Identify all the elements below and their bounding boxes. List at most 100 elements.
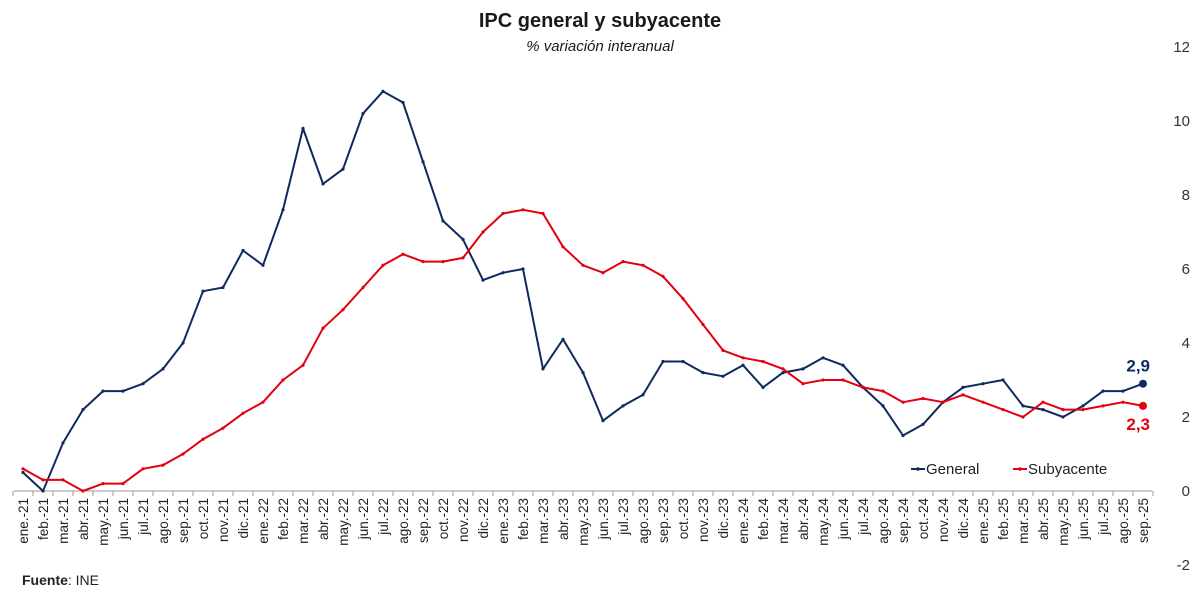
data-point bbox=[541, 211, 545, 216]
data-point bbox=[281, 378, 285, 382]
data-point bbox=[401, 100, 405, 105]
data-point bbox=[581, 263, 585, 267]
data-point bbox=[821, 378, 825, 382]
x-tick-label: nov.-21 bbox=[216, 498, 231, 542]
x-tick-label: jun.-21 bbox=[116, 498, 131, 540]
series-line-general bbox=[22, 90, 1144, 492]
x-tick-label: jul.-21 bbox=[136, 498, 151, 536]
x-tick-label: feb.-22 bbox=[276, 498, 291, 540]
data-point bbox=[1021, 415, 1025, 419]
data-point bbox=[841, 378, 845, 382]
chart-title: IPC general y subyacente bbox=[479, 10, 721, 32]
data-point bbox=[61, 441, 65, 445]
x-tick-label: jun.-24 bbox=[836, 498, 851, 541]
data-point bbox=[921, 396, 925, 401]
x-tick-label: ago.-21 bbox=[156, 498, 171, 544]
data-point bbox=[461, 237, 465, 241]
data-point bbox=[241, 411, 245, 415]
data-point bbox=[1081, 404, 1085, 408]
data-point bbox=[961, 385, 965, 389]
y-tick-label: 0 bbox=[1182, 483, 1190, 500]
data-point bbox=[1121, 400, 1125, 404]
data-point bbox=[981, 382, 985, 386]
x-tick-label: ene.-22 bbox=[256, 498, 271, 544]
data-point bbox=[161, 463, 165, 467]
chart-subtitle: % variación interanual bbox=[526, 38, 674, 55]
x-tick-label: jul.-24 bbox=[856, 498, 871, 536]
data-point bbox=[681, 297, 685, 301]
data-point bbox=[481, 278, 485, 282]
legend-label: Subyacente bbox=[1028, 461, 1107, 478]
data-point bbox=[341, 167, 345, 171]
data-point bbox=[841, 363, 845, 367]
data-point bbox=[901, 433, 905, 438]
data-point bbox=[461, 256, 465, 260]
data-point bbox=[501, 211, 505, 216]
data-point bbox=[1061, 415, 1065, 419]
y-tick-label: 8 bbox=[1182, 187, 1190, 204]
data-point bbox=[81, 489, 85, 493]
x-tick-label: abr.-24 bbox=[796, 498, 811, 541]
data-point bbox=[421, 260, 425, 264]
x-tick-label: abr.-22 bbox=[316, 498, 331, 540]
x-tick-label: mar.-22 bbox=[296, 498, 311, 544]
x-tick-label: feb.-23 bbox=[516, 498, 531, 540]
x-tick-label: oct.-21 bbox=[196, 498, 211, 539]
data-point bbox=[1101, 404, 1105, 408]
data-point bbox=[341, 308, 345, 312]
data-point bbox=[1081, 408, 1085, 412]
x-tick-label: feb.-21 bbox=[36, 498, 51, 540]
data-point bbox=[741, 356, 745, 360]
x-tick-label: sep.-22 bbox=[416, 498, 431, 543]
data-point bbox=[441, 260, 445, 264]
x-tick-label: mar.-23 bbox=[536, 498, 551, 544]
data-point bbox=[421, 160, 425, 164]
x-tick-label: ene.-24 bbox=[736, 498, 751, 544]
data-point bbox=[1001, 378, 1005, 382]
data-point bbox=[121, 482, 125, 486]
data-point bbox=[21, 467, 25, 471]
data-point bbox=[221, 285, 225, 290]
data-point bbox=[721, 374, 725, 378]
x-tick-label: abr.-25 bbox=[1036, 498, 1051, 540]
x-tick-label: jul.-22 bbox=[376, 498, 391, 536]
data-point bbox=[81, 408, 85, 412]
data-point bbox=[881, 389, 885, 393]
x-tick-label: mar.-21 bbox=[56, 498, 71, 544]
x-tick-label: dic.-23 bbox=[716, 498, 731, 539]
data-point bbox=[581, 371, 585, 375]
x-tick-label: ago.-22 bbox=[396, 498, 411, 544]
data-point bbox=[561, 245, 565, 249]
x-tick-label: nov.-24 bbox=[936, 498, 951, 543]
data-point bbox=[621, 404, 625, 408]
y-tick-label: 4 bbox=[1182, 335, 1190, 352]
x-tick-label: dic.-24 bbox=[956, 498, 971, 539]
data-point bbox=[641, 393, 645, 397]
data-point bbox=[701, 371, 705, 375]
data-point bbox=[1041, 400, 1045, 404]
x-tick-label: nov.-22 bbox=[456, 498, 471, 542]
data-point bbox=[1041, 408, 1045, 412]
data-point bbox=[741, 363, 745, 367]
legend-marker bbox=[916, 467, 920, 471]
data-point bbox=[1001, 408, 1005, 412]
series-end-label: 2,9 bbox=[1126, 357, 1150, 376]
data-point bbox=[441, 219, 445, 223]
x-tick-label: ago.-24 bbox=[876, 498, 891, 544]
x-tick-label: jun.-22 bbox=[356, 498, 371, 540]
data-point bbox=[861, 385, 865, 389]
data-point bbox=[1101, 389, 1105, 393]
x-tick-label: sep.-23 bbox=[656, 498, 671, 543]
data-point bbox=[521, 267, 525, 271]
data-point bbox=[361, 112, 365, 116]
series-end-point bbox=[1139, 379, 1147, 388]
x-tick-label: ago.-23 bbox=[636, 498, 651, 544]
data-point bbox=[141, 382, 145, 386]
data-point bbox=[641, 263, 645, 267]
data-point bbox=[901, 400, 905, 404]
x-tick-label: ene.-21 bbox=[16, 498, 31, 544]
source-value: : INE bbox=[67, 572, 100, 588]
data-point bbox=[381, 89, 385, 93]
data-point bbox=[941, 400, 945, 404]
data-point bbox=[21, 470, 25, 475]
